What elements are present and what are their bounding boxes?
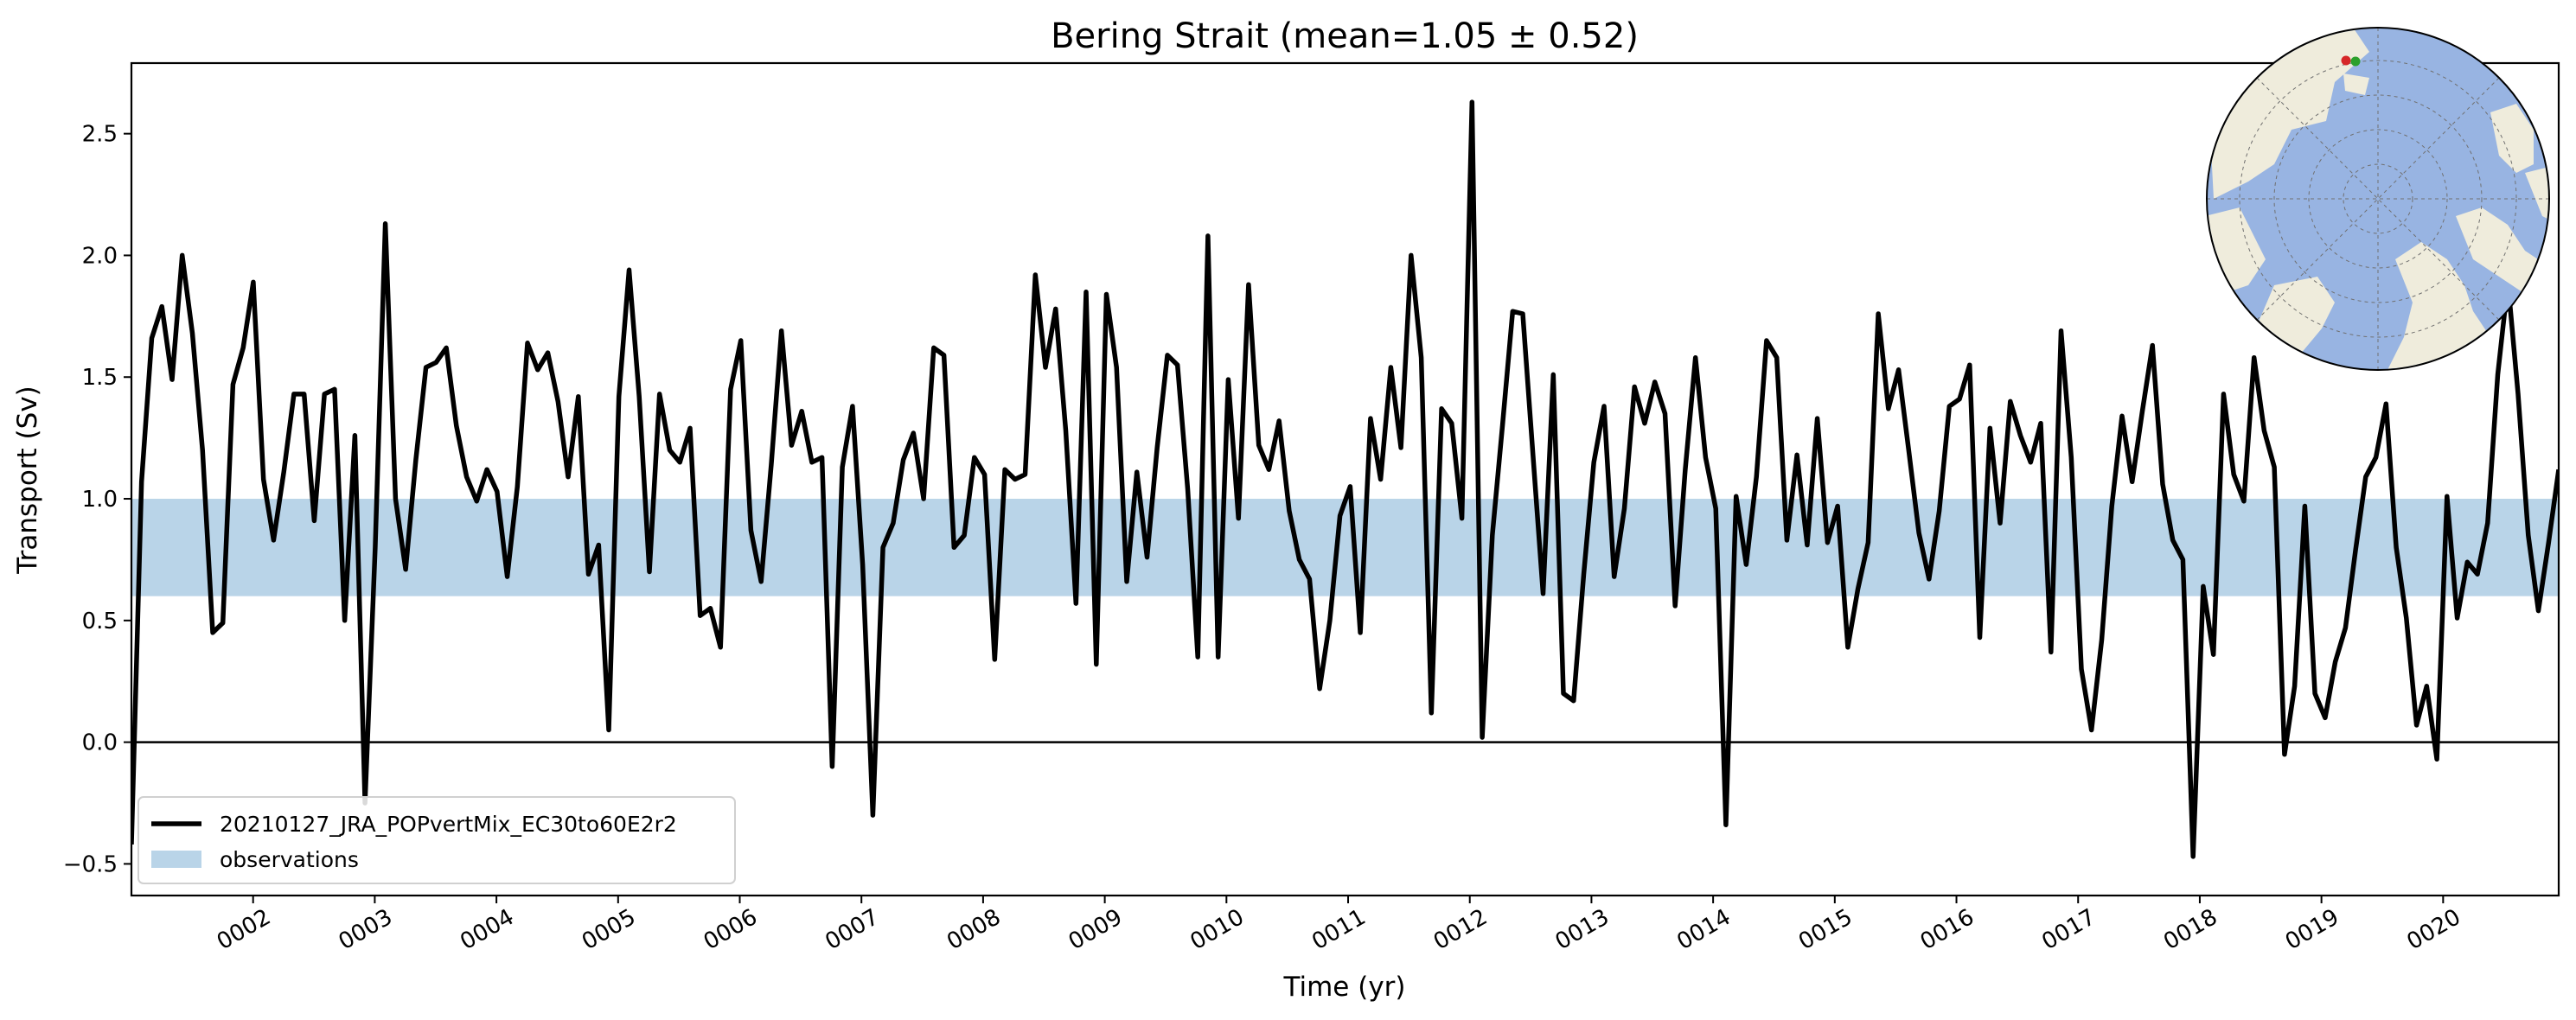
y-tick-label: 1.5 xyxy=(82,365,118,391)
x-tick-label: 0019 xyxy=(2281,904,2343,955)
series-line xyxy=(131,99,2559,859)
y-axis-label: Transport (Sv) xyxy=(12,386,43,575)
x-tick-label: 0017 xyxy=(2037,904,2100,955)
y-tick-label: 0.0 xyxy=(82,730,118,756)
inset-map xyxy=(2206,27,2550,371)
x-tick-label: 0016 xyxy=(1916,904,1978,955)
x-axis-label: Time (yr) xyxy=(1283,972,1406,1003)
legend-observations-label: observations xyxy=(220,847,359,872)
x-tick-label: 0015 xyxy=(1794,904,1857,955)
y-tick-label: 0.5 xyxy=(82,609,118,634)
x-tick-label: 0006 xyxy=(700,904,762,955)
legend-series-label: 20210127_JRA_POPvertMix_EC30to60E2r2 xyxy=(220,812,677,837)
observations-band xyxy=(131,499,2559,596)
x-tick-label: 0009 xyxy=(1064,904,1127,955)
x-tick-label: 0007 xyxy=(821,904,883,955)
y-tick-label: 2.5 xyxy=(82,122,118,148)
x-tick-label: 0004 xyxy=(456,904,518,955)
x-tick-label: 0012 xyxy=(1429,904,1492,955)
x-tick-label: 0003 xyxy=(335,904,397,955)
x-tick-label: 0014 xyxy=(1672,904,1735,955)
x-tick-label: 0020 xyxy=(2403,904,2465,955)
x-tick-label: 0010 xyxy=(1186,904,1249,955)
legend: 20210127_JRA_POPvertMix_EC30to60E2r2 obs… xyxy=(137,796,736,884)
chart-title: Bering Strait (mean=1.05 ± 0.52) xyxy=(1051,16,1639,56)
x-tick-label: 0013 xyxy=(1551,904,1614,955)
x-tick-label: 0002 xyxy=(213,904,275,955)
inset-map-marker-green xyxy=(2350,56,2361,67)
legend-box xyxy=(137,796,736,884)
y-tick-label: −0.5 xyxy=(63,851,118,877)
y-tick-label: 1.0 xyxy=(82,487,118,513)
x-tick-label: 0005 xyxy=(578,904,640,955)
inset-map-border xyxy=(2206,27,2550,371)
inset-map-graticule xyxy=(2207,28,2549,370)
inset-map-marker-red xyxy=(2341,55,2351,66)
y-axis-ticks: −0.5 0.0 0.5 1.0 1.5 2.0 2.5 xyxy=(63,122,131,877)
x-axis-ticks: 0002 0003 0004 0005 0006 0007 0008 0009 0010 0011… xyxy=(213,896,2465,955)
x-tick-label: 0008 xyxy=(943,904,1005,955)
x-tick-label: 0018 xyxy=(2159,904,2221,955)
plot-frame xyxy=(130,61,2560,897)
y-tick-label: 2.0 xyxy=(82,243,118,269)
x-tick-label: 0011 xyxy=(1307,904,1370,955)
legend-observations-swatch xyxy=(151,851,201,868)
